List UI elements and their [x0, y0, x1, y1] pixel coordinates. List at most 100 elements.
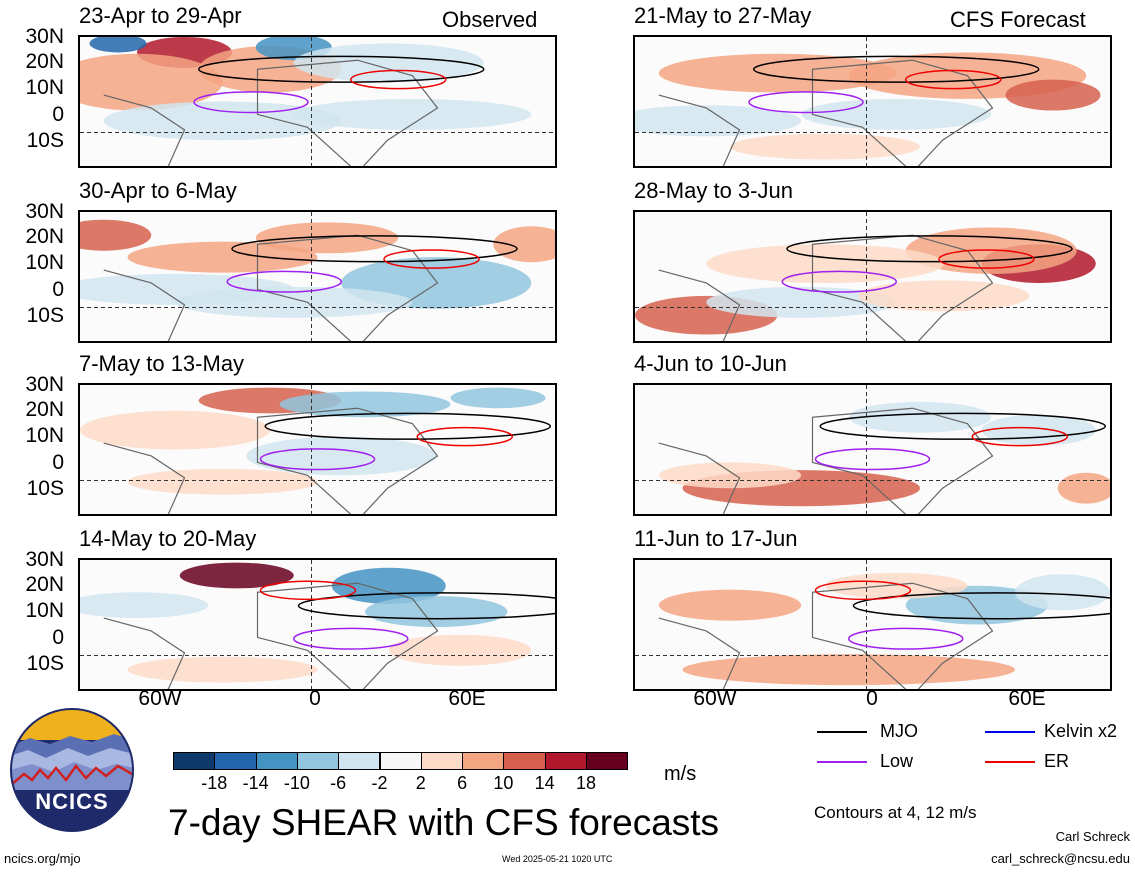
contour-line [938, 249, 1035, 269]
contour-line [198, 55, 485, 83]
legend-kelvin-line [985, 731, 1035, 733]
lat-label: 10S [26, 304, 64, 327]
shear-shading [658, 589, 802, 621]
map-panel-right-2 [633, 210, 1112, 343]
contour-line [231, 235, 518, 263]
shear-shading [1057, 472, 1110, 504]
coastline [658, 94, 741, 166]
colorbar-swatch [586, 752, 629, 770]
lat-label: 10S [26, 129, 64, 152]
contours-note: Contours at 4, 12 m/s [814, 803, 977, 822]
lat-label: 30N [25, 200, 64, 223]
shear-shading [127, 241, 318, 273]
contour-line [259, 580, 357, 601]
shear-shading [127, 656, 318, 683]
legend-low-label: Low [880, 751, 914, 771]
author-email[interactable]: carl_schreck@ncsu.edu [991, 851, 1130, 866]
contour-line [416, 426, 513, 447]
ncics-logo-icon [10, 708, 134, 832]
map-panel-left-1 [78, 35, 557, 168]
shear-shading [658, 462, 802, 489]
shear-shading [1005, 79, 1101, 111]
shear-shading [730, 133, 920, 160]
shear-shading [89, 37, 147, 53]
colorbar-swatch [214, 752, 257, 770]
contour-line [819, 412, 1106, 440]
coastline [103, 94, 186, 166]
contour-line [748, 91, 864, 114]
shear-shading [493, 226, 555, 263]
map-panel-left-3 [78, 383, 557, 516]
lon-label-60w-left: 60W [138, 687, 182, 710]
coastline [103, 269, 186, 341]
lat-label: 30N [25, 548, 64, 571]
shear-shading [801, 98, 992, 130]
timestamp: Wed 2025-05-21 1020 UTC [502, 854, 613, 864]
panel-title-observed-4: 14-May to 20-May [79, 526, 257, 551]
shear-map [80, 37, 555, 166]
lat-label: 10N [25, 251, 64, 274]
colorbar-swatch [503, 752, 546, 770]
lat-label: 30N [25, 373, 64, 396]
lat-label: 20N [25, 573, 64, 596]
contour-line [383, 249, 480, 269]
colorbar-tick-label: 18 [575, 773, 597, 793]
shear-shading [246, 436, 437, 476]
lat-label: 0 [52, 626, 64, 649]
colorbar-swatch [544, 752, 587, 770]
lat-label: 0 [52, 451, 64, 474]
colorbar-tick-label: 14 [534, 773, 555, 793]
colorbar-tick-label: -18 [201, 773, 228, 793]
contour-line [852, 592, 1110, 620]
shear-shading [682, 654, 1015, 686]
shear-shading [175, 286, 413, 318]
coastline [256, 234, 439, 341]
coastline [658, 617, 741, 689]
shear-shading [293, 43, 484, 83]
shear-shading [80, 592, 209, 619]
shear-map [635, 37, 1110, 166]
shear-shading [450, 387, 546, 409]
lat-label: 10N [25, 76, 64, 99]
contour-line [293, 627, 409, 650]
colorbar-swatch [379, 752, 422, 770]
contour-line [226, 270, 342, 293]
shear-shading [365, 596, 508, 628]
panel-title-forecast-3: 4-Jun to 10-Jun [634, 351, 787, 376]
contour-line [814, 580, 912, 601]
lat-label: 20N [25, 50, 64, 73]
map-panel-right-1 [633, 35, 1112, 168]
colorbar-swatch [420, 752, 464, 770]
author-name: Carl Schreck [1055, 829, 1130, 844]
lon-label-0-right: 0 [866, 687, 878, 710]
site-url[interactable]: ncics.org/mjo [4, 851, 81, 866]
coastline [103, 442, 186, 514]
map-panel-left-2 [78, 210, 557, 343]
colorbar-tick-label: -6 [330, 773, 347, 793]
contour-line [814, 448, 931, 471]
contour-line [786, 235, 1073, 263]
contour-line [781, 270, 897, 293]
panel-title-observed-3: 7-May to 13-May [79, 351, 245, 376]
map-panel-left-4 [78, 558, 557, 691]
contour-line [753, 55, 1040, 83]
shear-shading [388, 634, 532, 666]
shear-shading [825, 572, 968, 599]
contour-line [971, 426, 1068, 447]
map-panel-right-4 [633, 558, 1112, 691]
shear-shading [279, 391, 451, 418]
shear-shading [80, 219, 152, 251]
ncics-logo: NCICS [10, 708, 134, 832]
colorbar-tick-label: -14 [242, 773, 269, 793]
shear-map [80, 212, 555, 341]
lon-label-60e-left: 60E [448, 687, 486, 710]
panel-title-observed-2: 30-Apr to 6-May [79, 178, 237, 203]
shear-shading [80, 53, 223, 111]
lat-label: 10S [26, 477, 64, 500]
shear-map [635, 212, 1110, 341]
lon-label-0-left: 0 [309, 687, 321, 710]
colorbar-tick-label: -2 [371, 773, 388, 793]
lat-label: 30N [25, 25, 64, 48]
lat-label: 0 [52, 278, 64, 301]
contour-line [905, 69, 1002, 90]
